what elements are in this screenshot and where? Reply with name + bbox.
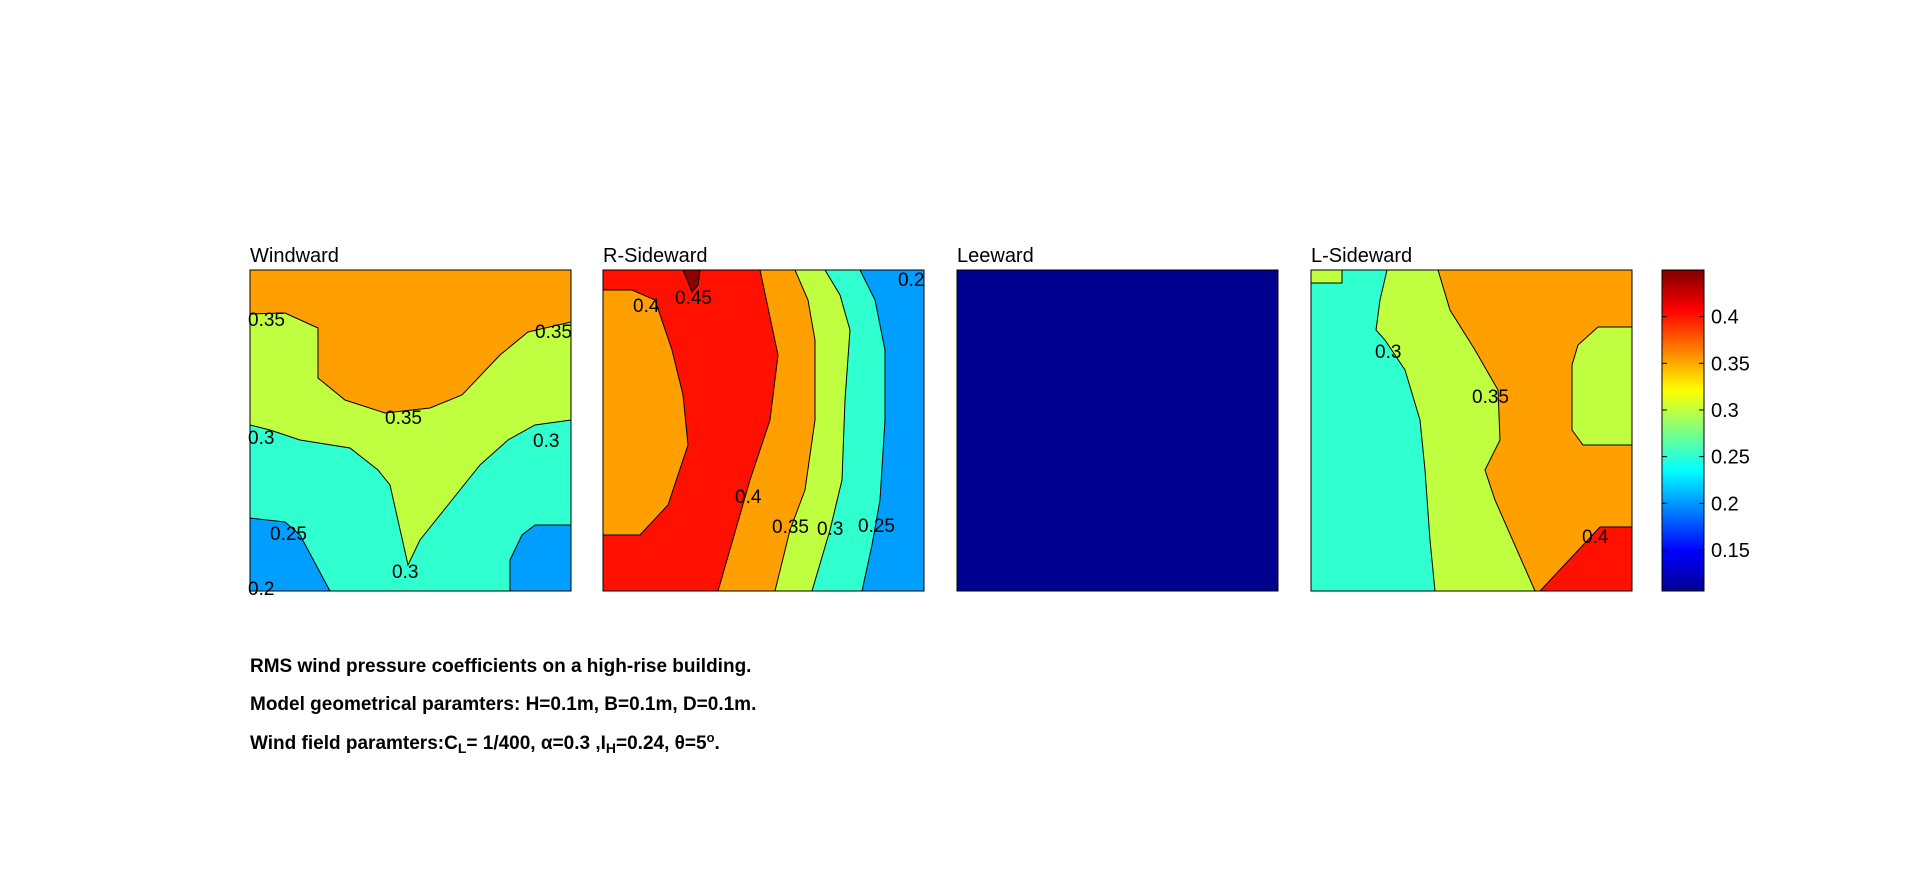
contour-label-r-sideward: 0.35 [772, 517, 809, 538]
contour-label-windward: 0.35 [535, 322, 572, 343]
caption-line3-mid: = 1/400, α=0.3 ,I [466, 733, 606, 754]
region-l-sideward-0.3b [1571, 326, 1632, 446]
contour-label-r-sideward: 0.4 [633, 296, 660, 317]
axes-frame-l-sideward [1310, 269, 1633, 592]
caption-line-3: Wind field paramters:CL= 1/400, α=0.3 ,I… [250, 730, 720, 756]
colorbar-gradient [1661, 269, 1705, 592]
region-r-sideward-0.4 [603, 270, 779, 591]
colorbar-ticks: 0.15 0.2 0.25 0.3 0.35 0.4 [1662, 307, 1750, 562]
contour-label-r-sideward: 0.4 [735, 487, 762, 508]
contour-label-windward: 0.3 [533, 431, 559, 452]
panel-title-l-sideward: L-Sideward [1311, 245, 1412, 267]
contour-label-l-sideward: 0.35 [1472, 387, 1509, 408]
caption-line-2: Model geometrical paramters: H=0.1m, B=0… [250, 694, 757, 715]
region-r-sideward-0.45 [682, 270, 701, 293]
panel-title-r-sideward: R-Sideward [603, 245, 707, 267]
panel-l-sideward: L-Sideward 0.3 0.35 0.4 [1310, 245, 1633, 592]
contour-label-windward: 0.3 [248, 428, 274, 449]
contour-label-r-sideward: 0.45 [675, 288, 712, 309]
colorbar-tick-label: 0.2 [1711, 493, 1739, 515]
region-leeward-0.106 [956, 269, 1279, 592]
caption-line3-sub-l: L [457, 740, 467, 756]
caption-line3-sup: o [706, 730, 715, 745]
panel-title-leeward: Leeward [957, 245, 1034, 267]
panel-title-windward: Windward [250, 245, 339, 267]
region-l-sideward-0.3c [1311, 270, 1343, 284]
contour-label-windward: 0.2 [248, 579, 274, 600]
region-windward-0.2b [509, 524, 571, 591]
contour-label-r-sideward: 0.2 [898, 270, 924, 291]
axes-frame-windward [249, 269, 572, 592]
caption-line3-end: =0.24, θ=5 [616, 733, 707, 754]
region-windward-0.2 [250, 517, 331, 591]
caption-line-1: RMS wind pressure coefficients on a high… [250, 656, 752, 677]
panel-r-sideward: R-Sideward 0.4 0.45 0.2 0.4 0.35 0.3 0.2… [602, 245, 925, 592]
region-l-sideward-0.4 [1539, 526, 1632, 591]
colorbar-tick-label: 0.15 [1711, 540, 1750, 562]
colorbar: 0.15 0.2 0.25 0.3 0.35 0.4 [1661, 269, 1750, 592]
caption-line3-sub-h: H [605, 740, 617, 756]
contour-label-r-sideward: 0.3 [817, 519, 843, 540]
panel-leeward: Leeward [956, 245, 1279, 592]
caption-line3-prefix: Wind field paramters:C [250, 733, 458, 754]
contour-label-windward: 0.25 [270, 524, 307, 545]
region-r-sideward-0.2 [859, 270, 924, 591]
contour-label-windward: 0.35 [248, 310, 285, 331]
contour-label-windward: 0.35 [385, 408, 422, 429]
contour-label-windward: 0.3 [392, 562, 418, 583]
panel-windward: Windward 0.35 0.35 0.35 0.3 0.3 0.25 0.3… [248, 245, 572, 600]
axes-frame-r-sideward [602, 269, 925, 592]
colorbar-tick-label: 0.35 [1711, 353, 1750, 375]
colorbar-tick-label: 0.3 [1711, 400, 1739, 422]
contour-label-l-sideward: 0.4 [1582, 527, 1609, 548]
colorbar-tick-label: 0.25 [1711, 447, 1750, 469]
caption-line3-tail: . [714, 733, 720, 754]
region-windward-0.25 [250, 419, 571, 591]
contour-label-r-sideward: 0.25 [858, 516, 895, 537]
contour-label-l-sideward: 0.3 [1375, 342, 1401, 363]
colorbar-tick-label: 0.4 [1711, 307, 1739, 329]
